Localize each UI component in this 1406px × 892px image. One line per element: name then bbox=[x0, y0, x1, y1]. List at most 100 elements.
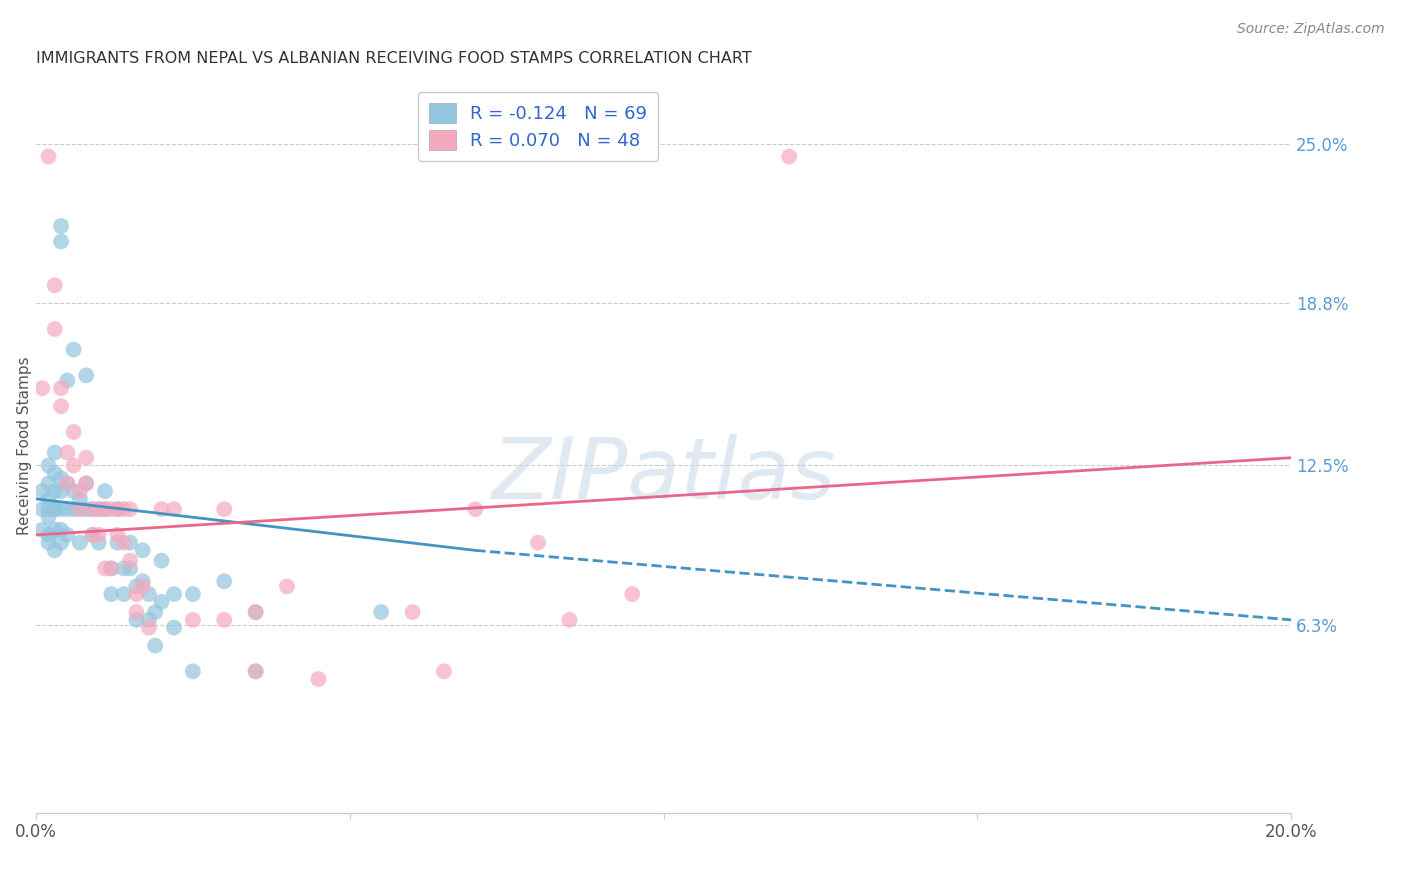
Point bbox=[94, 502, 117, 516]
Point bbox=[100, 561, 122, 575]
Legend: R = -0.124   N = 69, R = 0.070   N = 48: R = -0.124 N = 69, R = 0.070 N = 48 bbox=[418, 92, 658, 161]
Point bbox=[433, 665, 456, 679]
Point bbox=[94, 502, 117, 516]
Point bbox=[49, 523, 72, 537]
Text: ZIPatlas: ZIPatlas bbox=[492, 434, 835, 517]
Point bbox=[37, 476, 59, 491]
Point bbox=[401, 605, 423, 619]
Point bbox=[150, 502, 173, 516]
Point bbox=[181, 665, 204, 679]
Point bbox=[125, 605, 148, 619]
Point bbox=[120, 535, 142, 549]
Point bbox=[62, 458, 84, 473]
Point bbox=[143, 605, 166, 619]
Point bbox=[245, 605, 267, 619]
Point bbox=[150, 554, 173, 568]
Point bbox=[44, 278, 66, 293]
Point bbox=[107, 528, 129, 542]
Point bbox=[82, 502, 104, 516]
Point bbox=[94, 484, 117, 499]
Point bbox=[212, 574, 235, 589]
Point bbox=[370, 605, 392, 619]
Point bbox=[112, 561, 135, 575]
Point bbox=[558, 613, 581, 627]
Point bbox=[31, 381, 53, 395]
Point bbox=[150, 595, 173, 609]
Point bbox=[75, 476, 97, 491]
Point bbox=[245, 665, 267, 679]
Point bbox=[49, 235, 72, 249]
Point bbox=[87, 502, 110, 516]
Point bbox=[44, 502, 66, 516]
Point bbox=[31, 484, 53, 499]
Point bbox=[69, 484, 91, 499]
Point bbox=[56, 445, 79, 459]
Point bbox=[44, 322, 66, 336]
Point bbox=[49, 399, 72, 413]
Point bbox=[69, 502, 91, 516]
Point bbox=[62, 502, 84, 516]
Point bbox=[56, 502, 79, 516]
Point bbox=[69, 502, 91, 516]
Point bbox=[31, 523, 53, 537]
Point bbox=[100, 587, 122, 601]
Point bbox=[49, 471, 72, 485]
Point bbox=[163, 587, 186, 601]
Point bbox=[120, 561, 142, 575]
Point bbox=[245, 665, 267, 679]
Point bbox=[62, 343, 84, 357]
Point bbox=[44, 523, 66, 537]
Point bbox=[49, 502, 72, 516]
Point bbox=[100, 561, 122, 575]
Point bbox=[131, 574, 153, 589]
Point bbox=[44, 502, 66, 516]
Point bbox=[87, 502, 110, 516]
Point bbox=[56, 374, 79, 388]
Point bbox=[120, 502, 142, 516]
Point bbox=[75, 502, 97, 516]
Point bbox=[44, 445, 66, 459]
Point bbox=[307, 672, 329, 686]
Point bbox=[107, 502, 129, 516]
Point bbox=[75, 450, 97, 465]
Y-axis label: Receiving Food Stamps: Receiving Food Stamps bbox=[17, 357, 32, 535]
Text: Source: ZipAtlas.com: Source: ZipAtlas.com bbox=[1237, 22, 1385, 37]
Point bbox=[62, 425, 84, 439]
Point bbox=[621, 587, 644, 601]
Point bbox=[87, 528, 110, 542]
Point bbox=[527, 535, 550, 549]
Point bbox=[37, 509, 59, 524]
Point bbox=[82, 502, 104, 516]
Point bbox=[75, 368, 97, 383]
Point bbox=[37, 458, 59, 473]
Point bbox=[56, 476, 79, 491]
Point bbox=[120, 554, 142, 568]
Point bbox=[56, 476, 79, 491]
Point bbox=[163, 621, 186, 635]
Point bbox=[82, 528, 104, 542]
Point bbox=[131, 579, 153, 593]
Point bbox=[69, 491, 91, 506]
Point bbox=[49, 381, 72, 395]
Point bbox=[276, 579, 298, 593]
Point bbox=[464, 502, 486, 516]
Point bbox=[44, 543, 66, 558]
Point bbox=[100, 502, 122, 516]
Point bbox=[125, 587, 148, 601]
Text: IMMIGRANTS FROM NEPAL VS ALBANIAN RECEIVING FOOD STAMPS CORRELATION CHART: IMMIGRANTS FROM NEPAL VS ALBANIAN RECEIV… bbox=[37, 51, 752, 66]
Point bbox=[138, 613, 160, 627]
Point bbox=[163, 502, 186, 516]
Point bbox=[82, 528, 104, 542]
Point bbox=[56, 528, 79, 542]
Point bbox=[62, 484, 84, 499]
Point bbox=[49, 484, 72, 499]
Point bbox=[112, 535, 135, 549]
Point bbox=[125, 613, 148, 627]
Point bbox=[112, 502, 135, 516]
Point bbox=[49, 219, 72, 233]
Point bbox=[37, 528, 59, 542]
Point bbox=[75, 476, 97, 491]
Point bbox=[778, 150, 800, 164]
Point bbox=[181, 587, 204, 601]
Point bbox=[212, 502, 235, 516]
